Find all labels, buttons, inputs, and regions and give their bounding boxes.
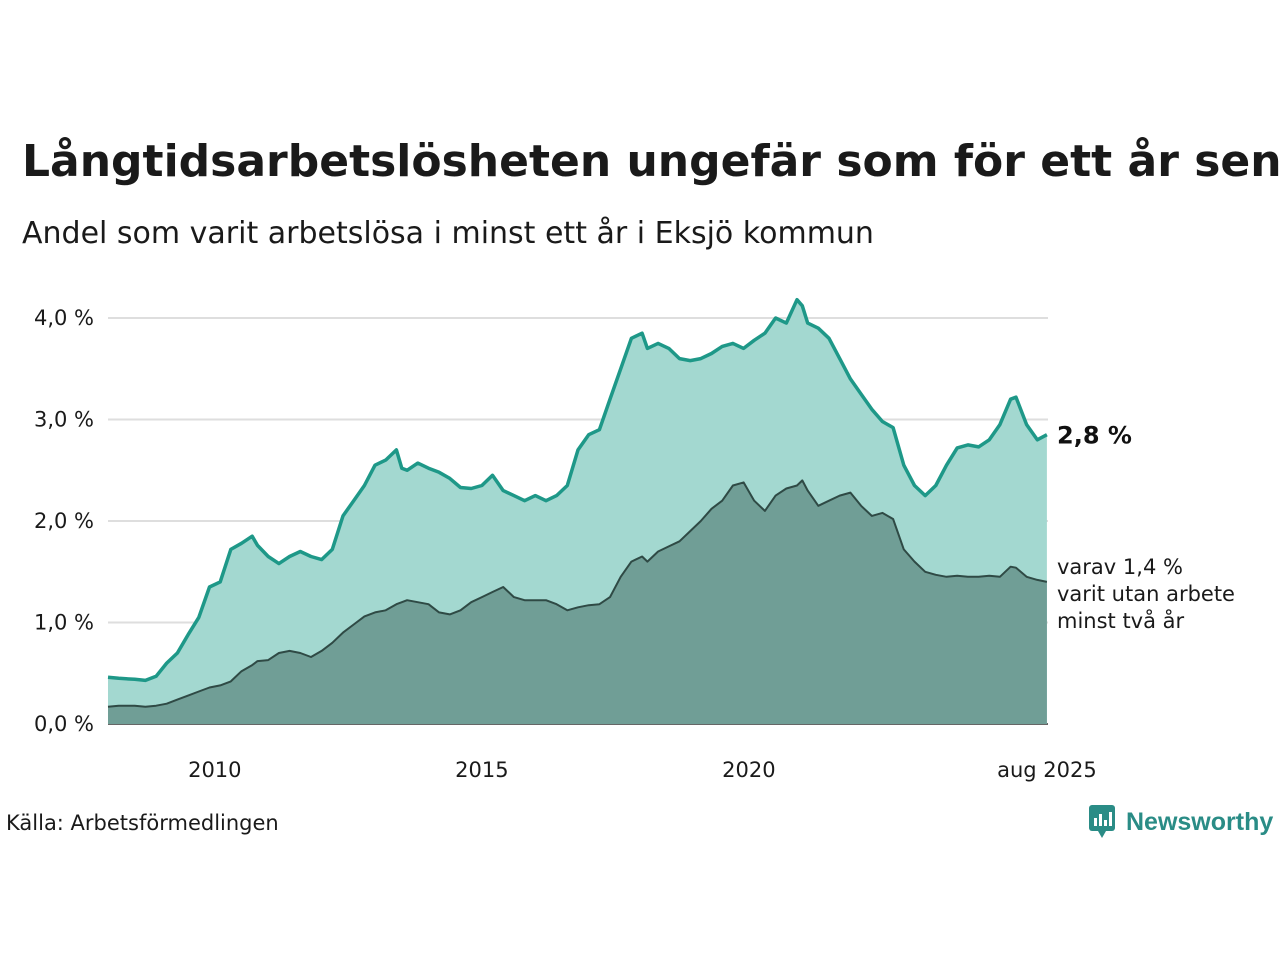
x-tick-label: aug 2025 bbox=[997, 758, 1097, 782]
area-series bbox=[107, 297, 1048, 724]
sub-series-label: minst två år bbox=[1057, 608, 1185, 633]
end-value-label: 2,8 % bbox=[1057, 422, 1132, 450]
sub-series-label: varit utan arbete bbox=[1057, 582, 1235, 606]
chart-title: Långtidsarbetslösheten ungefär som för e… bbox=[22, 136, 1280, 187]
area-long bbox=[108, 480, 1047, 724]
line-total bbox=[107, 297, 1048, 683]
y-tick-label: 4,0 % bbox=[34, 306, 94, 330]
x-tick-label: 2020 bbox=[722, 758, 775, 782]
chart-subtitle: Andel som varit arbetslösa i minst ett å… bbox=[22, 216, 874, 251]
source-label: Källa: Arbetsförmedlingen bbox=[6, 811, 279, 835]
x-tick-label: 2010 bbox=[188, 758, 241, 782]
y-tick-label: 1,0 % bbox=[34, 611, 94, 635]
axis-labels: 0,0 % 1,0 % 2,0 % 3,0 % 4,0 % 2010 2015 2020 aug… bbox=[34, 306, 1097, 782]
line-long bbox=[107, 479, 1048, 708]
brand-label: Newsworthy bbox=[1126, 807, 1274, 836]
sub-series-label: varav 1,4 % bbox=[1057, 555, 1183, 579]
x-tick-label: 2015 bbox=[455, 758, 508, 782]
y-tick-label: 0,0 % bbox=[34, 712, 94, 736]
newsworthy-logo[interactable]: Newsworthy bbox=[1088, 802, 1273, 842]
y-tick-label: 3,0 % bbox=[34, 408, 94, 432]
y-tick-label: 2,0 % bbox=[34, 509, 94, 533]
newsworthy-logo-icon bbox=[1089, 805, 1115, 838]
